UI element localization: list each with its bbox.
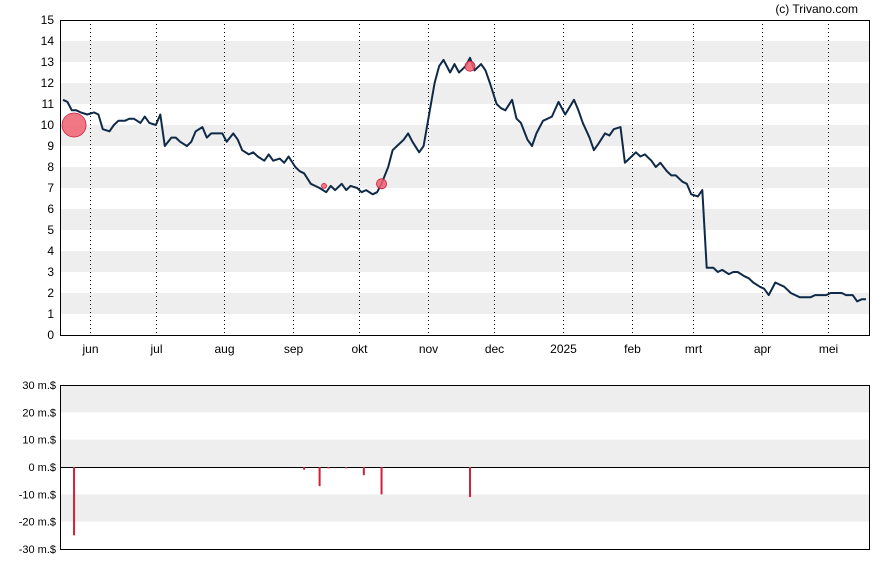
trade-marker bbox=[376, 178, 387, 190]
volume-bar bbox=[73, 467, 76, 536]
volume-bar bbox=[303, 467, 306, 470]
y-tick-label: 7 bbox=[47, 181, 54, 195]
trade-marker bbox=[464, 60, 476, 72]
x-tick-label: jul bbox=[149, 342, 162, 356]
price-chart: jun jul aug sep okt nov dec 2025 feb mrt apr mei012… bbox=[41, 13, 870, 356]
y-tick-label: 10 m.$ bbox=[22, 435, 56, 447]
grid-band bbox=[60, 385, 869, 413]
trade-marker bbox=[61, 112, 87, 138]
grid-band bbox=[60, 293, 869, 314]
x-tick-label: mrt bbox=[685, 342, 703, 356]
volume-bar bbox=[327, 467, 330, 469]
y-tick-label: 13 bbox=[41, 55, 55, 69]
y-tick-label: 8 bbox=[47, 160, 54, 174]
y-tick-label: 0 m.$ bbox=[28, 462, 56, 474]
x-tick-label: jun bbox=[81, 342, 98, 356]
grid-band bbox=[60, 83, 869, 104]
y-tick-label: 1 bbox=[47, 307, 54, 321]
x-tick-label: mei bbox=[819, 342, 838, 356]
x-tick-label: 2025 bbox=[550, 342, 577, 356]
x-tick-label: dec bbox=[485, 342, 504, 356]
credit-text: (c) Trivano.com bbox=[775, 2, 858, 16]
grid-band bbox=[60, 494, 869, 522]
y-tick-label: 30 m.$ bbox=[22, 380, 56, 392]
y-tick-label: 0 bbox=[47, 328, 54, 342]
y-tick-label: 4 bbox=[47, 244, 54, 258]
grid-band bbox=[60, 209, 869, 230]
trade-marker bbox=[321, 182, 327, 189]
volume-bar bbox=[318, 467, 321, 487]
x-tick-label: nov bbox=[419, 342, 438, 356]
grid-band bbox=[60, 125, 869, 146]
y-tick-label: 11 bbox=[42, 97, 55, 111]
volume-bar bbox=[469, 467, 472, 498]
volume-chart: 30 m.$ 20 m.$ 10 m.$ 0 m.$ -10 m.$ -20 m.$ -30… bbox=[19, 380, 870, 556]
plot-frame bbox=[60, 20, 870, 336]
grid-band bbox=[60, 251, 869, 272]
x-tick-label: feb bbox=[624, 342, 641, 356]
y-tick-label: 20 m.$ bbox=[22, 407, 56, 419]
price-line bbox=[62, 56, 866, 303]
volume-bar bbox=[380, 467, 383, 495]
y-tick-label: 10 bbox=[41, 118, 55, 132]
x-tick-label: okt bbox=[351, 342, 368, 356]
volume-bar bbox=[345, 467, 348, 469]
grid-band bbox=[60, 41, 869, 62]
y-tick-label: 9 bbox=[47, 139, 54, 153]
y-tick-label: 5 bbox=[47, 223, 54, 237]
x-tick-label: aug bbox=[214, 342, 234, 356]
y-tick-label: -20 m.$ bbox=[19, 517, 56, 529]
y-tick-label: 3 bbox=[47, 265, 54, 279]
y-tick-label: -30 m.$ bbox=[19, 544, 56, 556]
y-tick-label: 6 bbox=[47, 202, 54, 216]
plot-frame bbox=[60, 385, 870, 550]
x-tick-label: apr bbox=[754, 342, 771, 356]
grid-band bbox=[60, 167, 869, 188]
volume-bar bbox=[362, 467, 365, 476]
y-tick-label: 2 bbox=[47, 286, 54, 300]
y-tick-label: 14 bbox=[41, 34, 55, 48]
y-tick-label: 12 bbox=[41, 76, 55, 90]
y-tick-label: -10 m.$ bbox=[19, 489, 56, 501]
grid-band bbox=[60, 439, 869, 467]
y-tick-label: 15 bbox=[41, 13, 55, 27]
x-tick-label: sep bbox=[284, 342, 304, 356]
